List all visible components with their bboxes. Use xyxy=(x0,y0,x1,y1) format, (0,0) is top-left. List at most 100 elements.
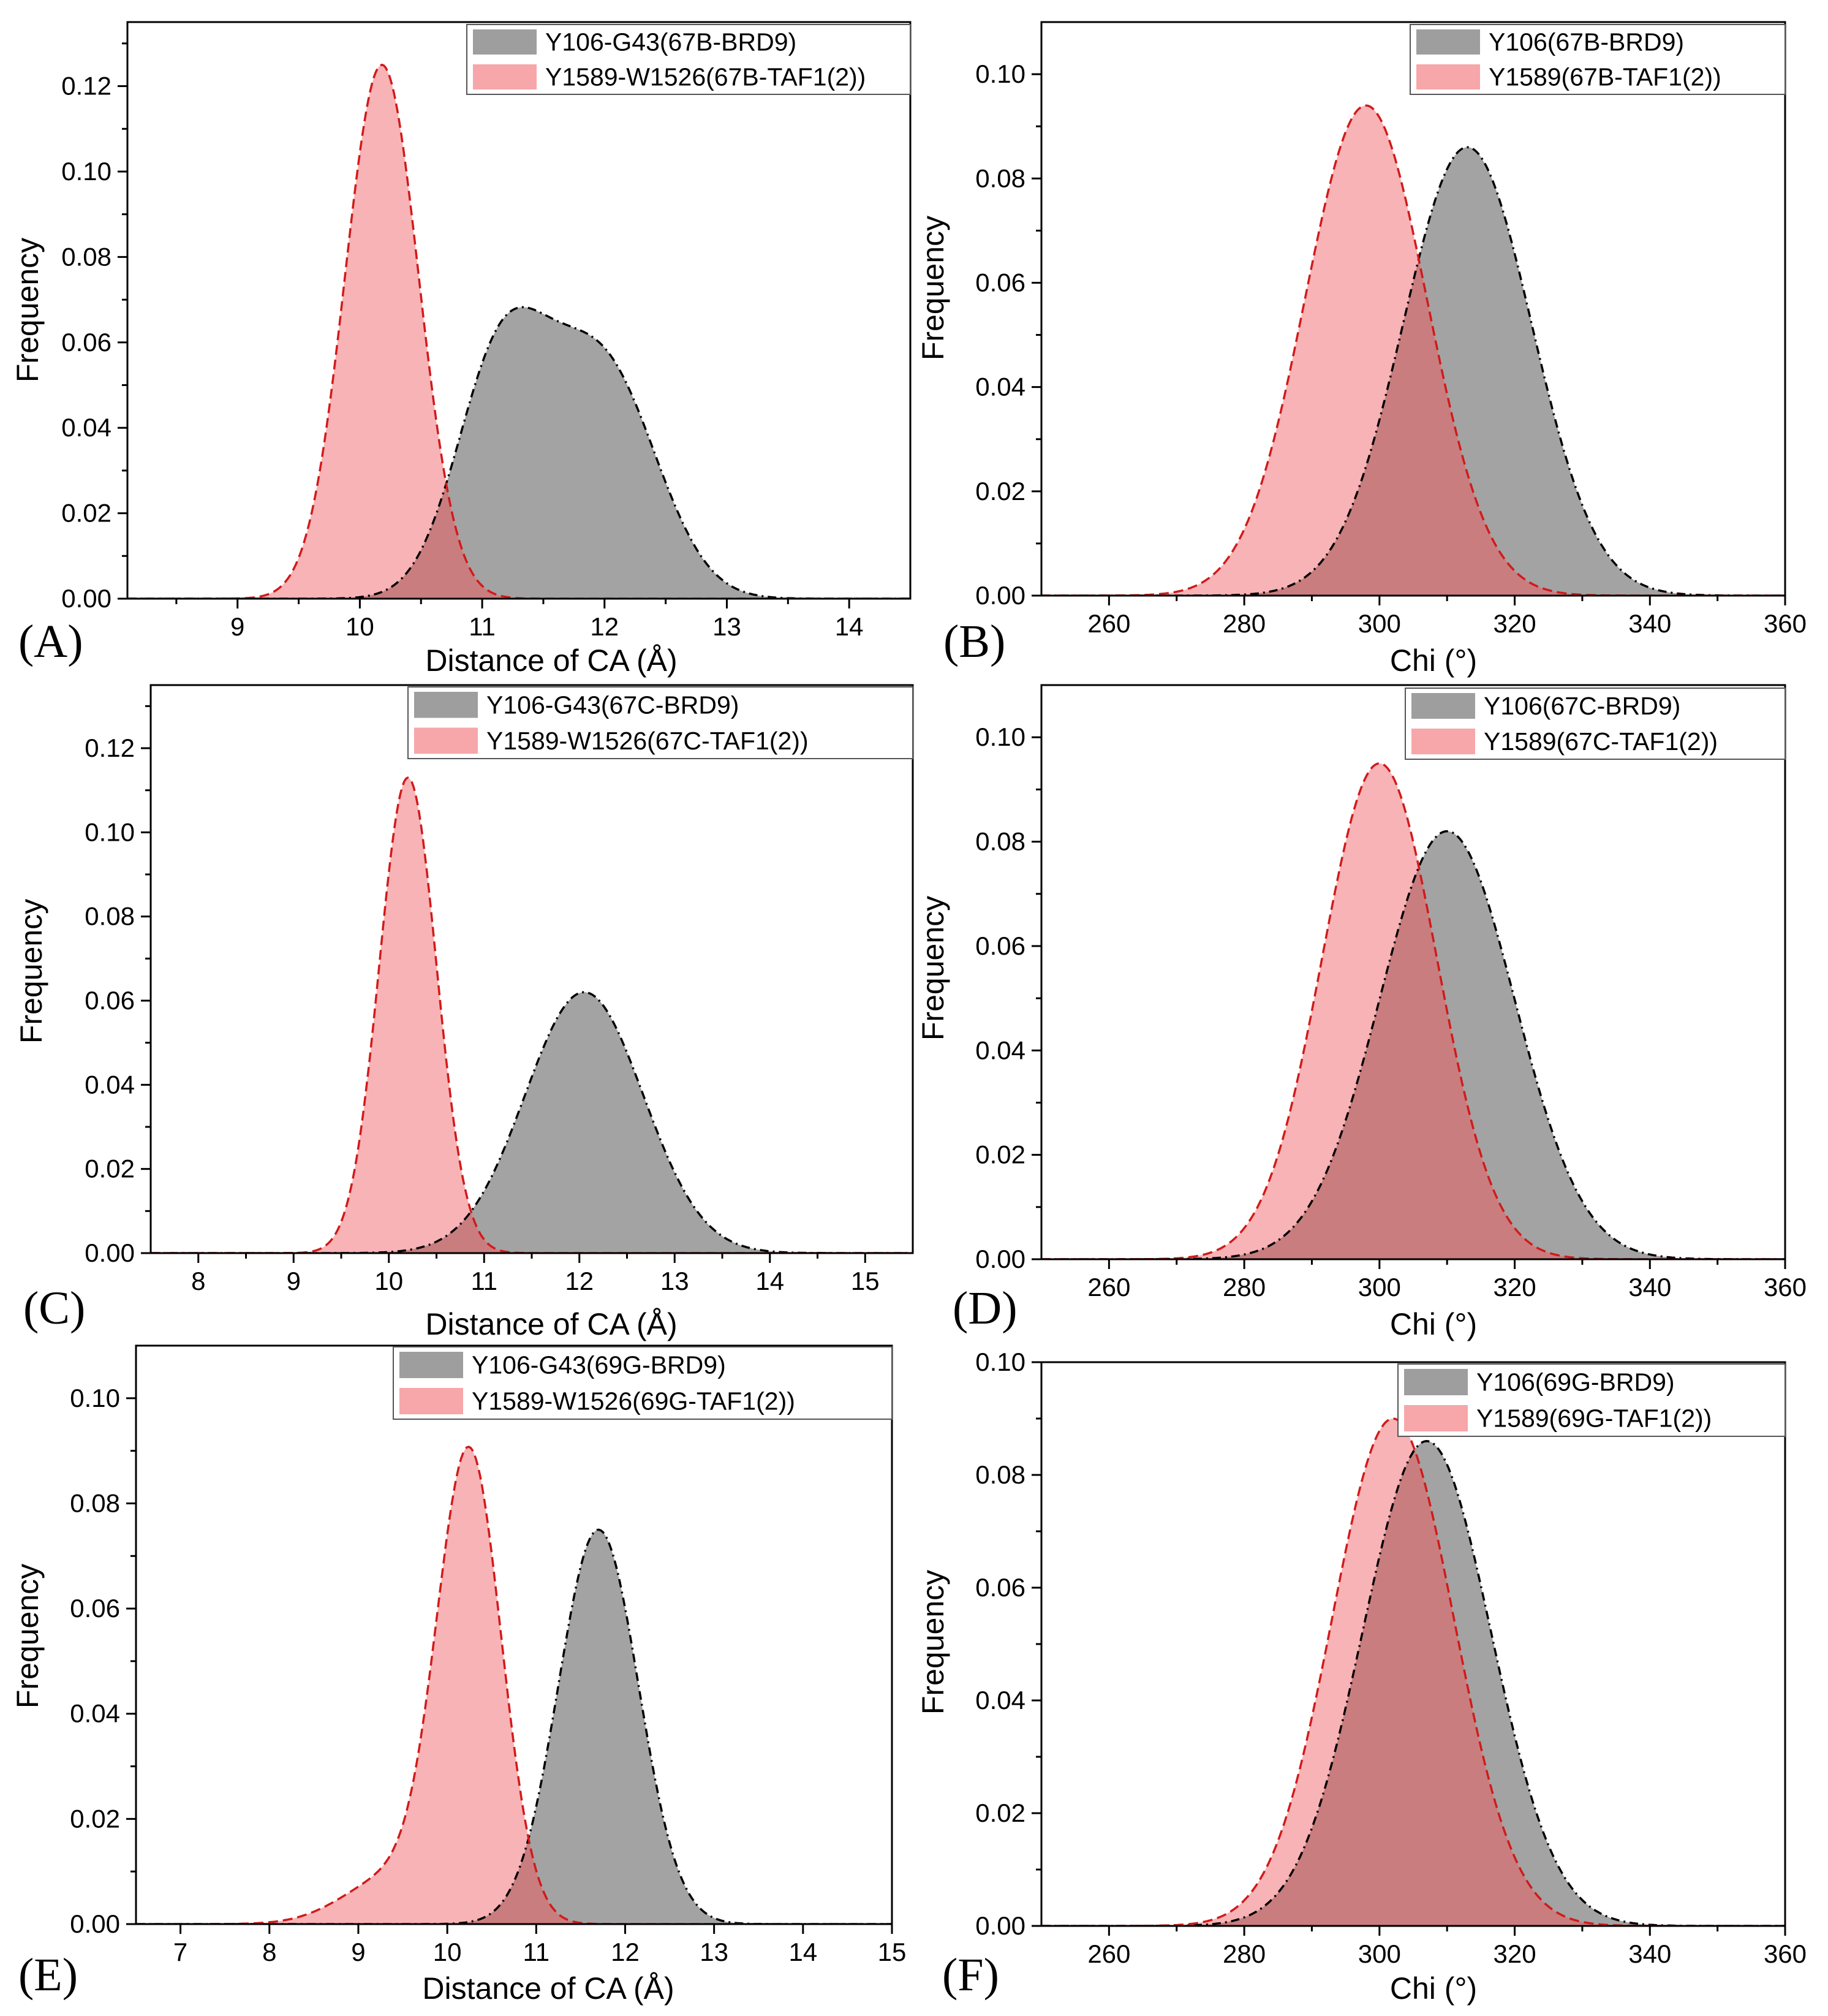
y-tick-label: 0.00 xyxy=(85,1238,135,1267)
y-tick-label: 0.04 xyxy=(975,1686,1025,1715)
x-tick-label: 340 xyxy=(1628,609,1671,638)
series-area-2 xyxy=(136,1447,892,1924)
x-axis-label: Chi (°) xyxy=(1390,1307,1477,1341)
y-tick-label: 0.12 xyxy=(85,733,135,762)
x-tick-label: 14 xyxy=(755,1267,784,1295)
x-tick-label: 15 xyxy=(851,1267,880,1295)
legend-label-1: Y106-G43(67C-BRD9) xyxy=(486,691,739,719)
legend-swatch-2 xyxy=(399,1388,463,1414)
y-tick-label: 0.00 xyxy=(975,1911,1025,1940)
y-tick-label: 0.00 xyxy=(61,584,111,613)
y-tick-label: 0.00 xyxy=(975,1245,1025,1273)
x-tick-label: 280 xyxy=(1223,1939,1266,1968)
y-tick-label: 0.08 xyxy=(70,1488,120,1517)
x-tick-label: 12 xyxy=(565,1267,594,1295)
chart-panel-6: 260 280 300 320 340 360 0.00 0.02 0.04 0.06 0.08 0.… xyxy=(916,1347,1807,2006)
x-tick-label: 9 xyxy=(230,612,244,641)
y-tick-label: 0.10 xyxy=(70,1384,120,1412)
legend-swatch-1 xyxy=(473,29,537,55)
y-tick-label: 0.04 xyxy=(61,413,111,442)
y-tick-label: 0.10 xyxy=(975,1347,1025,1376)
y-tick-label: 0.08 xyxy=(975,164,1025,192)
y-tick-label: 0.08 xyxy=(85,902,135,931)
series-area-1 xyxy=(151,992,913,1253)
legend-label-2: Y1589-W1526(69G-TAF1(2)) xyxy=(472,1387,795,1415)
x-axis-label: Distance of CA (Å) xyxy=(425,643,677,678)
x-tick-label: 10 xyxy=(374,1267,403,1295)
legend: Y106-G43(69G-BRD9) Y1589-W1526(69G-TAF1(2… xyxy=(393,1346,893,1420)
legend-swatch-1 xyxy=(1416,29,1480,55)
legend-label-1: Y106-G43(69G-BRD9) xyxy=(472,1351,726,1379)
x-axis-label: Chi (°) xyxy=(1390,1971,1477,2006)
x-tick-label: 15 xyxy=(878,1938,907,1966)
x-tick-label: 300 xyxy=(1358,1273,1401,1302)
series-area-1 xyxy=(127,307,910,599)
series-line-2 xyxy=(1041,104,1785,596)
y-tick-label: 0.08 xyxy=(61,242,111,271)
y-tick-label: 0.08 xyxy=(975,1460,1025,1489)
y-tick-label: 0.06 xyxy=(61,328,111,357)
legend-label-2: Y1589(69G-TAF1(2)) xyxy=(1476,1404,1712,1433)
x-tick-label: 7 xyxy=(173,1938,187,1966)
panel-letter: (B) xyxy=(943,616,1005,667)
x-tick-label: 8 xyxy=(191,1267,205,1295)
y-tick-label: 0.06 xyxy=(85,986,135,1015)
legend: Y106-G43(67C-BRD9) Y1589-W1526(67C-TAF1(2… xyxy=(407,686,913,759)
y-tick-label: 0.00 xyxy=(975,581,1025,610)
y-axis-label: Frequency xyxy=(10,238,45,382)
x-tick-label: 300 xyxy=(1358,1939,1401,1968)
legend-label-1: Y106(67B-BRD9) xyxy=(1489,28,1684,56)
plot-frame xyxy=(126,21,912,600)
chart-panel-4: 260 280 300 320 340 360 0.00 0.02 0.04 0.06 0.08 0.… xyxy=(916,684,1807,1341)
x-tick-label: 340 xyxy=(1628,1273,1671,1302)
chart-panel-1: 9 10 11 12 13 14 0.00 0.02 0.04 0.06 0.08 0.10 0.12 D… xyxy=(10,21,912,678)
legend-swatch-1 xyxy=(1404,1369,1468,1395)
x-tick-label: 280 xyxy=(1223,609,1266,638)
x-axis-label: Distance of CA (Å) xyxy=(425,1307,677,1341)
series-line-1 xyxy=(1041,1440,1785,1926)
legend-label-1: Y106(67C-BRD9) xyxy=(1484,692,1680,720)
plot-frame xyxy=(1040,21,1786,597)
x-tick-label: 260 xyxy=(1087,609,1130,638)
x-tick-label: 13 xyxy=(712,612,741,641)
x-tick-label: 11 xyxy=(470,1267,497,1295)
y-tick-label: 0.02 xyxy=(975,477,1025,506)
y-tick-label: 0.06 xyxy=(975,931,1025,960)
y-axis-label: Frequency xyxy=(10,1564,45,1708)
overlap-area xyxy=(1041,867,1785,1259)
overlap-area xyxy=(1041,259,1785,596)
x-tick-label: 340 xyxy=(1628,1939,1671,1968)
y-tick-label: 0.02 xyxy=(975,1798,1025,1827)
y-tick-label: 0.06 xyxy=(975,268,1025,297)
y-tick-label: 0.02 xyxy=(61,499,111,528)
x-tick-label: 11 xyxy=(469,612,496,641)
legend-swatch-1 xyxy=(1411,693,1475,719)
legend-swatch-2 xyxy=(414,727,478,754)
x-axis-label: Chi (°) xyxy=(1390,643,1477,678)
legend-label-2: Y1589(67C-TAF1(2)) xyxy=(1484,727,1718,756)
overlap-area xyxy=(136,1841,892,1924)
y-tick-label: 0.06 xyxy=(70,1594,120,1623)
x-tick-label: 260 xyxy=(1087,1273,1130,1302)
legend: Y106(67B-BRD9) Y1589(67B-TAF1(2)) xyxy=(1410,24,1786,95)
y-tick-label: 0.02 xyxy=(85,1154,135,1183)
x-tick-label: 320 xyxy=(1494,1273,1536,1302)
legend-label-2: Y1589-W1526(67C-TAF1(2)) xyxy=(486,727,809,755)
plot-frame xyxy=(1040,684,1786,1260)
panel-letter: (D) xyxy=(953,1283,1018,1334)
y-tick-label: 0.10 xyxy=(975,59,1025,88)
x-tick-label: 14 xyxy=(788,1938,817,1966)
x-tick-label: 360 xyxy=(1764,1939,1807,1968)
x-tick-label: 320 xyxy=(1494,1939,1536,1968)
series-line-2 xyxy=(136,1446,892,1924)
y-tick-label: 0.04 xyxy=(975,373,1025,401)
panel-letter: (E) xyxy=(18,1949,78,2001)
legend: Y106(67C-BRD9) Y1589(67C-TAF1(2)) xyxy=(1405,688,1786,760)
panel-letter: (A) xyxy=(18,616,83,667)
x-tick-label: 11 xyxy=(523,1938,550,1966)
x-tick-label: 9 xyxy=(287,1267,301,1295)
y-axis-label: Frequency xyxy=(916,896,950,1040)
y-tick-label: 0.08 xyxy=(975,827,1025,856)
x-tick-label: 14 xyxy=(835,612,864,641)
legend: Y106-G43(67B-BRD9) Y1589-W1526(67B-TAF1(2… xyxy=(466,24,911,95)
